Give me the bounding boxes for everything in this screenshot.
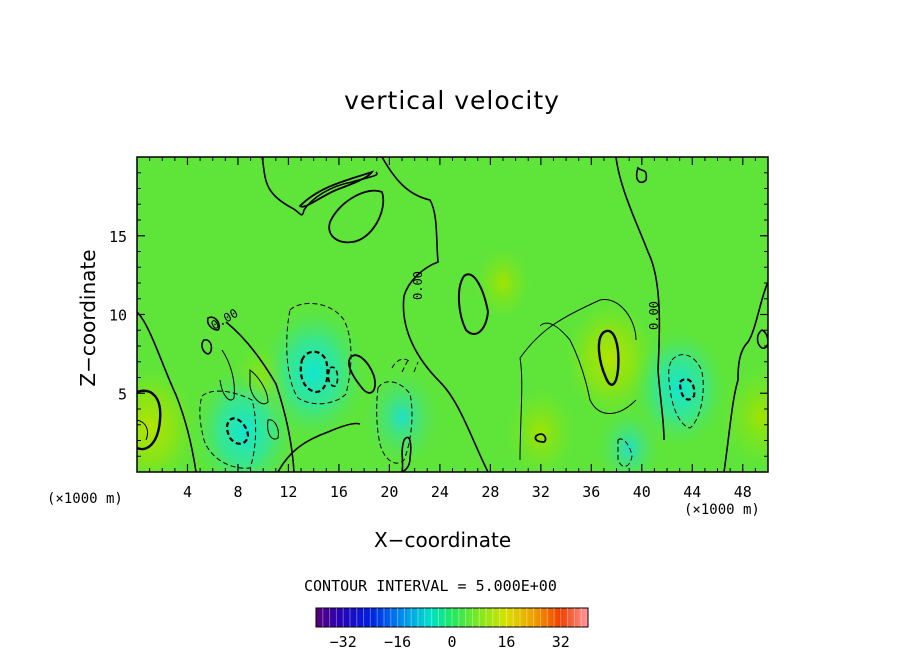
field-feature-downdraft-7 <box>193 366 296 472</box>
field-feature-updraft-1 <box>566 302 654 415</box>
colorbar-tick-label: −32 <box>330 633 357 651</box>
x-tick-label: 24 <box>431 483 449 501</box>
colorbar-tick-label: 32 <box>552 633 570 651</box>
field-feature-downdraft-10 <box>597 407 662 472</box>
chart-title: vertical velocity <box>344 86 560 115</box>
contour-interval-label: CONTOUR INTERVAL = 5.000E+00 <box>304 577 557 595</box>
colorbar: −32 −16 0 16 32 <box>315 607 589 651</box>
x-tick-label: 32 <box>532 483 550 501</box>
contour-lines <box>137 157 768 472</box>
x-tick-label: 44 <box>683 483 701 501</box>
field-feature-updraft-2 <box>506 388 576 472</box>
x-unit-label-right: (×1000 m) <box>684 502 760 518</box>
contour-label-0: 0.00 <box>411 271 425 300</box>
field-feature-updraft-3 <box>475 248 531 318</box>
x-tick-label: 48 <box>734 483 752 501</box>
colorbar-tick-label: −16 <box>384 633 411 651</box>
colorbar-tick-label: 16 <box>497 633 515 651</box>
y-axis-label: Z−coordinate <box>76 249 100 387</box>
x-tick-label: 36 <box>582 483 600 501</box>
colorbar-tick-label: 0 <box>447 633 456 651</box>
contour-label-1: 0.00 <box>647 301 661 330</box>
x-tick-label: 28 <box>481 483 499 501</box>
field-feature-downdraft-9 <box>362 366 442 467</box>
x-unit-label-left: (×1000 m) <box>47 491 123 507</box>
heatmap-field <box>137 157 768 472</box>
colorbar-gradient <box>315 607 589 628</box>
x-tick-label: 12 <box>279 483 297 501</box>
x-tick-label: 20 <box>380 483 398 501</box>
x-tick-label: 8 <box>233 483 242 501</box>
y-axis: 5 10 15 <box>109 172 768 457</box>
negative-contours <box>199 302 704 469</box>
x-tick-label: 40 <box>633 483 651 501</box>
x-axis: 4 8 12 16 20 24 28 32 36 40 44 48 <box>149 157 756 501</box>
field-feature-updraft-0 <box>137 369 196 472</box>
y-tick-label: 15 <box>109 228 127 246</box>
y-tick-label: 5 <box>118 385 127 403</box>
x-tick-label: 16 <box>330 483 348 501</box>
field-feature-updraft-4 <box>722 366 768 467</box>
x-axis-label: X−coordinate <box>374 528 512 552</box>
y-tick-label: 10 <box>109 307 127 325</box>
x-tick-label: 4 <box>183 483 192 501</box>
